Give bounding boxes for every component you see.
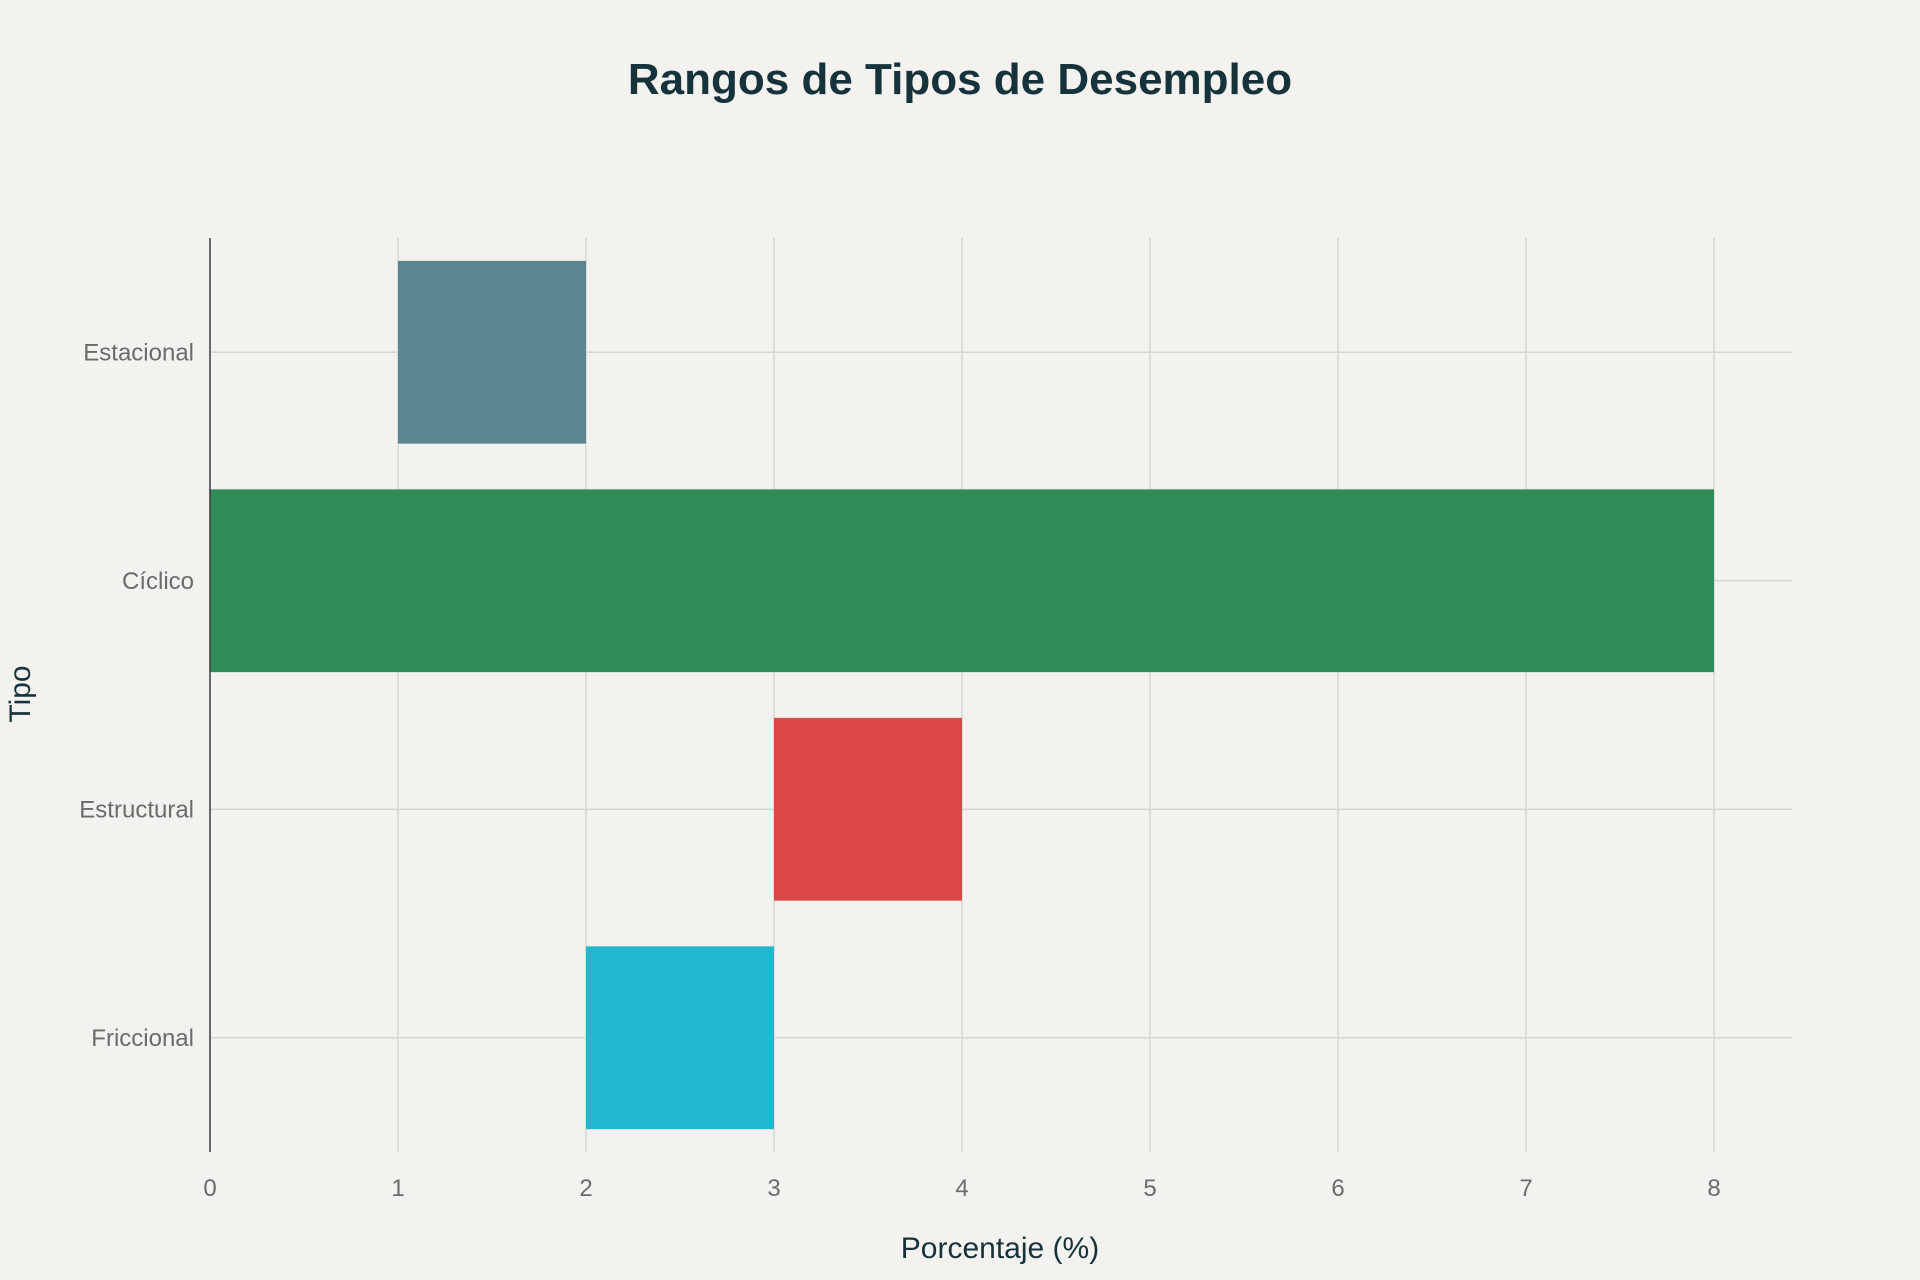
- x-tick-label: 1: [391, 1175, 404, 1202]
- y-tick-label: Estructural: [79, 796, 194, 823]
- range-bar: [210, 489, 1714, 673]
- x-tick-label: 0: [203, 1175, 216, 1202]
- x-tick-label: 5: [1143, 1175, 1156, 1202]
- bars: [210, 260, 1714, 1130]
- y-tick-label: Estacional: [83, 339, 194, 366]
- range-bar: [398, 260, 586, 444]
- x-tick-label: 2: [579, 1175, 592, 1202]
- chart-title: Rangos de Tipos de Desempleo: [628, 55, 1292, 104]
- x-tick-label: 8: [1707, 1175, 1720, 1202]
- x-tick-label: 7: [1519, 1175, 1532, 1202]
- range-bar: [774, 717, 962, 901]
- x-tick-label: 4: [955, 1175, 968, 1202]
- x-tick-label: 6: [1331, 1175, 1344, 1202]
- y-tick-label: Cíclico: [122, 568, 194, 595]
- y-axis-title: Tipo: [4, 665, 37, 722]
- y-axis-ticks: Estacional Cíclico Estructural Friccional: [79, 339, 194, 1052]
- y-tick-label: Friccional: [91, 1025, 194, 1052]
- x-axis-title: Porcentaje (%): [901, 1232, 1099, 1265]
- x-tick-label: 3: [767, 1175, 780, 1202]
- range-bar: [586, 946, 774, 1130]
- x-axis-ticks: 0 1 2 3 4 5 6 7 8: [203, 1175, 1720, 1202]
